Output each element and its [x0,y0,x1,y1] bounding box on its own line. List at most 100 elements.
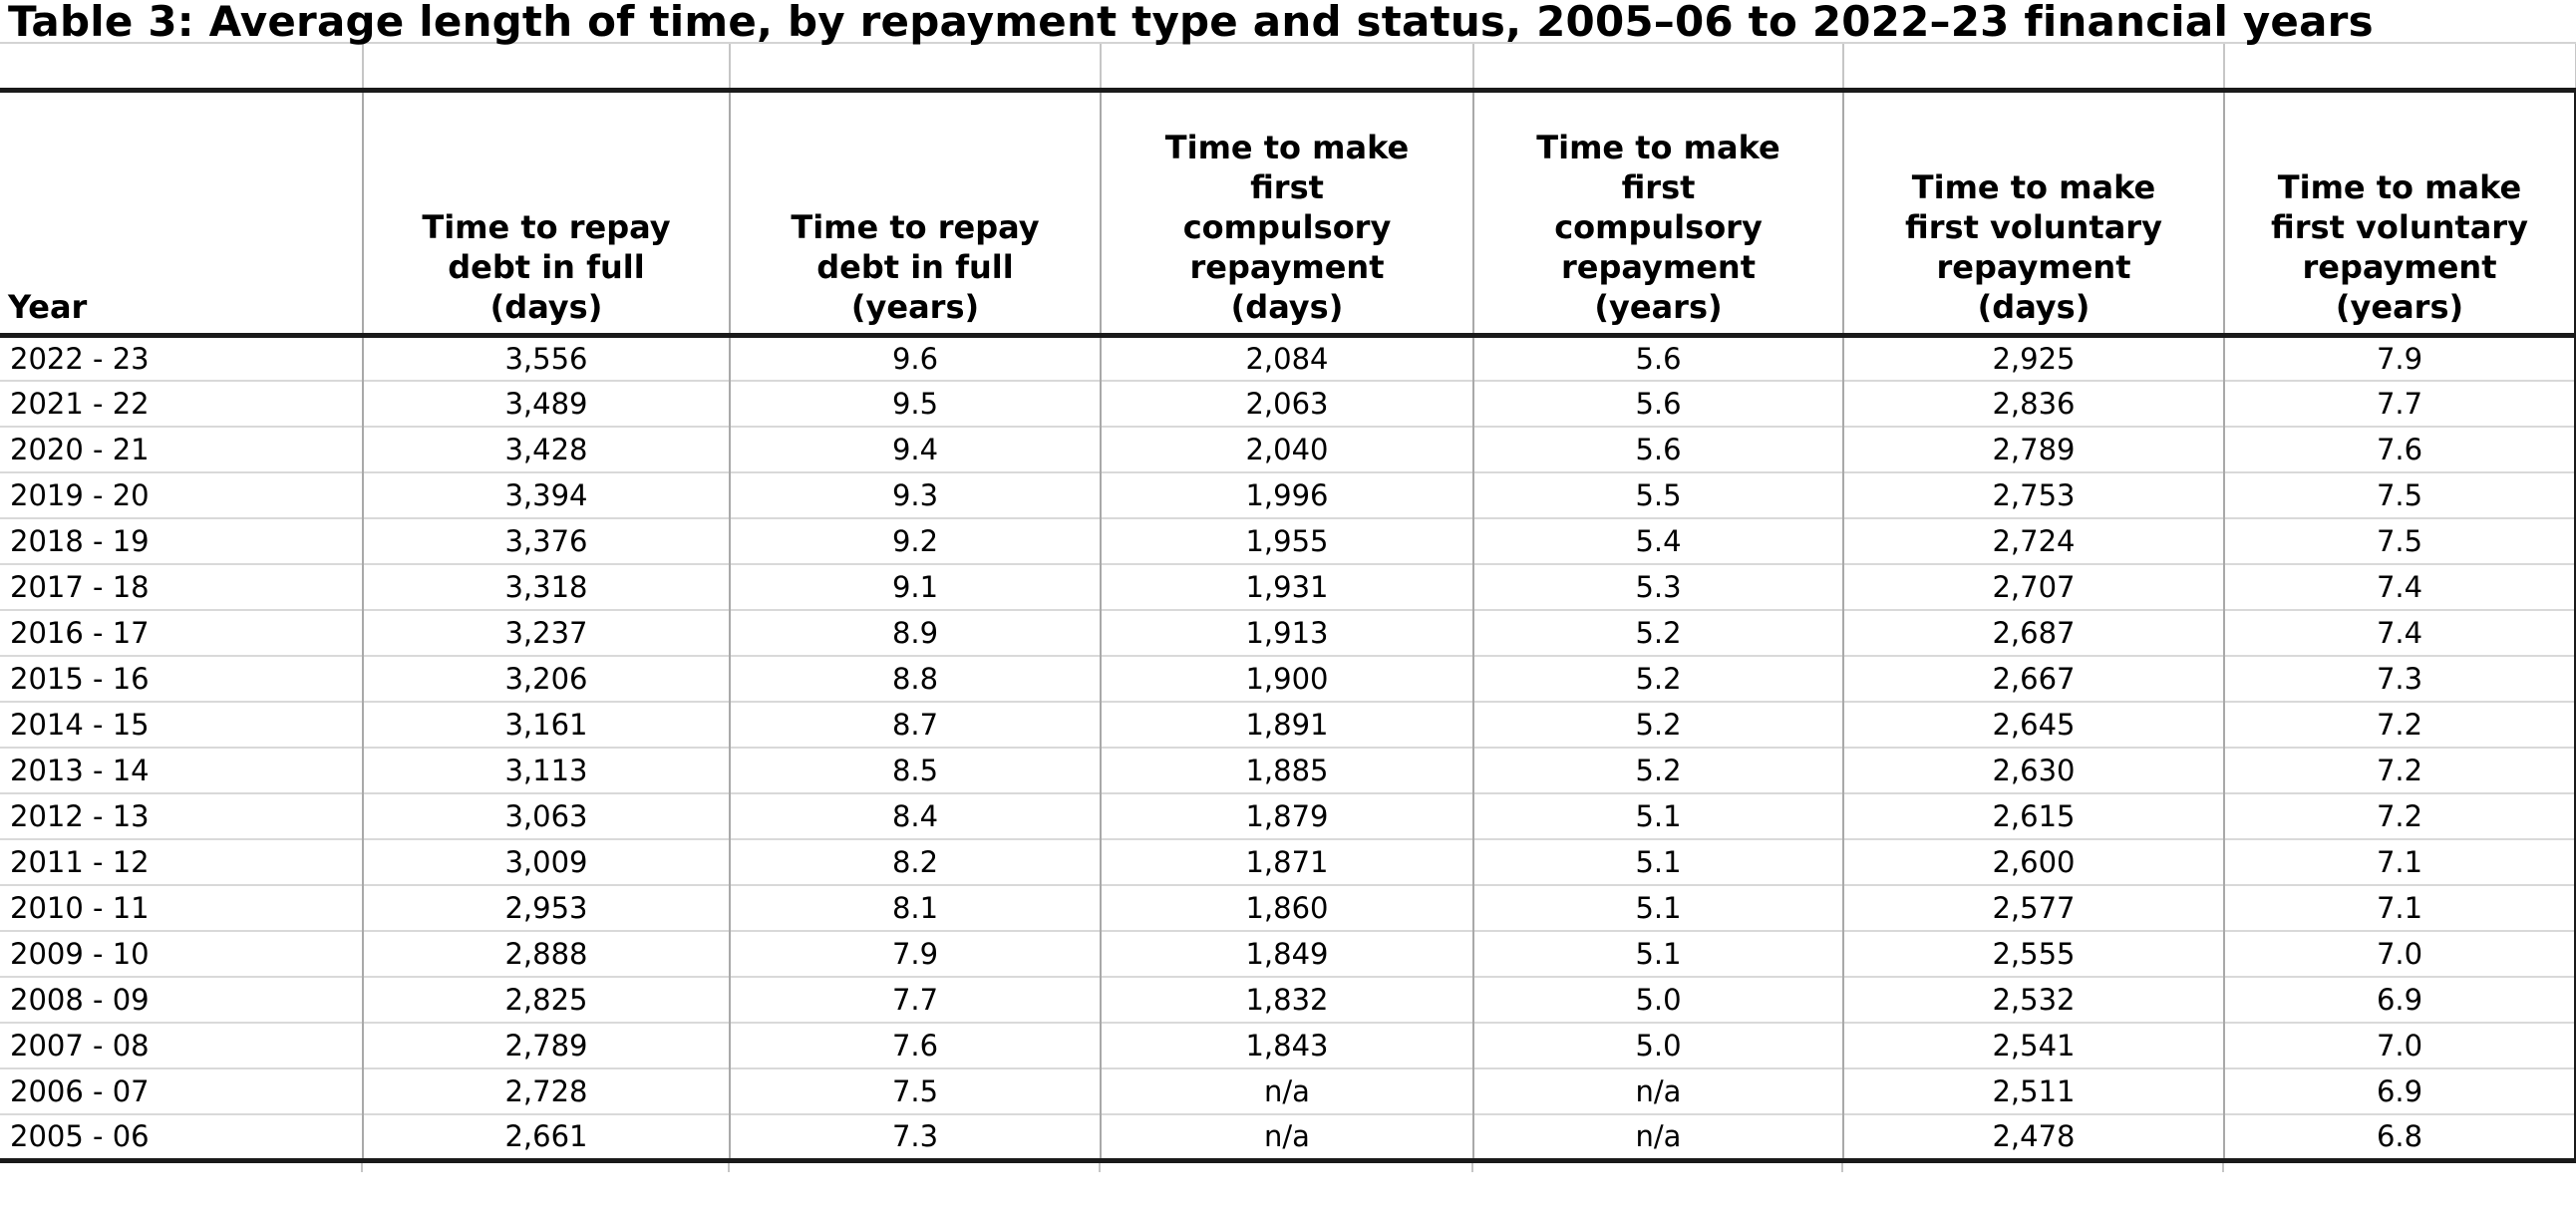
spacer-cell [362,44,730,90]
value-cell: 3,237 [362,609,730,656]
value-cell: 8.9 [729,609,1101,656]
value-cell: 1,849 [1100,930,1473,977]
value-cell: 1,891 [1100,701,1473,748]
value-cell: 3,009 [362,838,730,885]
value-cell: 5.3 [1472,563,1843,610]
value-cell: 9.6 [729,334,1101,381]
header-row: Year Time to repay debt in full (days) T… [0,87,2576,338]
value-cell: 7.1 [2223,884,2576,931]
table-row: 2009 - 10 2,888 7.9 1,849 5.1 2,555 7.0 [0,930,2576,977]
value-cell: 9.2 [729,517,1101,564]
page: Table 3: Average length of time, by repa… [0,0,2576,1172]
value-cell: 2,040 [1100,426,1473,472]
value-cell: 2,532 [1842,976,2224,1023]
value-cell: 2,555 [1842,930,2224,977]
value-cell: 7.2 [2223,792,2576,839]
value-cell: 2,888 [362,930,730,977]
repayment-time-table: Year Time to repay debt in full (days) T… [0,44,2576,1163]
value-cell: 5.1 [1472,838,1843,885]
table-row: 2012 - 13 3,063 8.4 1,879 5.1 2,615 7.2 [0,792,2576,839]
value-cell: 7.2 [2223,747,2576,793]
value-cell: 2,630 [1842,747,2224,793]
value-cell: n/a [1472,1113,1843,1163]
value-cell: 2,753 [1842,471,2224,518]
value-cell: 8.4 [729,792,1101,839]
value-cell: 3,063 [362,792,730,839]
value-cell: 5.0 [1472,1022,1843,1068]
value-cell: 9.3 [729,471,1101,518]
value-cell: 7.5 [729,1067,1101,1114]
value-cell: 5.6 [1472,334,1843,381]
value-cell: 7.3 [729,1113,1101,1163]
value-cell: 2,577 [1842,884,2224,931]
table-row: 2018 - 19 3,376 9.2 1,955 5.4 2,724 7.5 [0,517,2576,564]
value-cell: 9.5 [729,380,1101,427]
value-cell: 5.1 [1472,930,1843,977]
table-row: 2005 - 06 2,661 7.3 n/a n/a 2,478 6.8 [0,1113,2576,1163]
table-row: 2017 - 18 3,318 9.1 1,931 5.3 2,707 7.4 [0,563,2576,610]
value-cell: 8.7 [729,701,1101,748]
year-cell: 2006 - 07 [0,1067,363,1114]
table-row: 2014 - 15 3,161 8.7 1,891 5.2 2,645 7.2 [0,701,2576,748]
value-cell: 7.9 [729,930,1101,977]
table-row: 2016 - 17 3,237 8.9 1,913 5.2 2,687 7.4 [0,609,2576,656]
column-header-compulsory-days: Time to make first compulsory repayment … [1100,87,1473,338]
value-cell: 2,925 [1842,334,2224,381]
value-cell: 2,687 [1842,609,2224,656]
value-cell: 7.9 [2223,334,2576,381]
year-cell: 2016 - 17 [0,609,363,656]
value-cell: 2,084 [1100,334,1473,381]
value-cell: n/a [1472,1067,1843,1114]
value-cell: n/a [1100,1067,1473,1114]
value-cell: 3,161 [362,701,730,748]
year-cell: 2012 - 13 [0,792,363,839]
value-cell: 5.5 [1472,471,1843,518]
year-cell: 2013 - 14 [0,747,363,793]
column-header-year: Year [0,87,363,338]
value-cell: 7.0 [2223,1022,2576,1068]
year-cell: 2011 - 12 [0,838,363,885]
value-cell: 8.5 [729,747,1101,793]
year-cell: 2017 - 18 [0,563,363,610]
table-row: 2010 - 11 2,953 8.1 1,860 5.1 2,577 7.1 [0,884,2576,931]
table-row: 2011 - 12 3,009 8.2 1,871 5.1 2,600 7.1 [0,838,2576,885]
spacer-cell [2223,44,2576,90]
column-header-voluntary-days: Time to make first voluntary repayment (… [1842,87,2224,338]
table-row: 2007 - 08 2,789 7.6 1,843 5.0 2,541 7.0 [0,1022,2576,1068]
value-cell: 5.2 [1472,701,1843,748]
year-cell: 2022 - 23 [0,334,363,381]
value-cell: 7.5 [2223,517,2576,564]
spacer-row [0,44,2576,90]
column-header-repay-full-days: Time to repay debt in full (days) [362,87,730,338]
year-cell: 2014 - 15 [0,701,363,748]
value-cell: 3,489 [362,380,730,427]
value-cell: 6.9 [2223,976,2576,1023]
value-cell: 1,871 [1100,838,1473,885]
table-row: 2022 - 23 3,556 9.6 2,084 5.6 2,925 7.9 [0,334,2576,381]
year-cell: 2005 - 06 [0,1113,363,1163]
value-cell: 2,600 [1842,838,2224,885]
value-cell: 7.6 [2223,426,2576,472]
value-cell: 1,832 [1100,976,1473,1023]
value-cell: 2,478 [1842,1113,2224,1163]
value-cell: 2,953 [362,884,730,931]
value-cell: 5.2 [1472,655,1843,702]
table-row: 2021 - 22 3,489 9.5 2,063 5.6 2,836 7.7 [0,380,2576,427]
spacer-cell [0,44,363,90]
value-cell: 2,645 [1842,701,2224,748]
value-cell: 5.2 [1472,747,1843,793]
clipped-grid-strip [0,1162,2576,1172]
year-cell: 2020 - 21 [0,426,363,472]
spacer-cell [1100,44,1473,90]
year-cell: 2018 - 19 [0,517,363,564]
value-cell: 2,615 [1842,792,2224,839]
value-cell: 7.5 [2223,471,2576,518]
year-cell: 2021 - 22 [0,380,363,427]
value-cell: 1,996 [1100,471,1473,518]
value-cell: 8.8 [729,655,1101,702]
value-cell: 7.6 [729,1022,1101,1068]
value-cell: 5.0 [1472,976,1843,1023]
year-cell: 2015 - 16 [0,655,363,702]
table-body: 2022 - 23 3,556 9.6 2,084 5.6 2,925 7.9 2021 - … [0,334,2576,1163]
value-cell: 1,913 [1100,609,1473,656]
